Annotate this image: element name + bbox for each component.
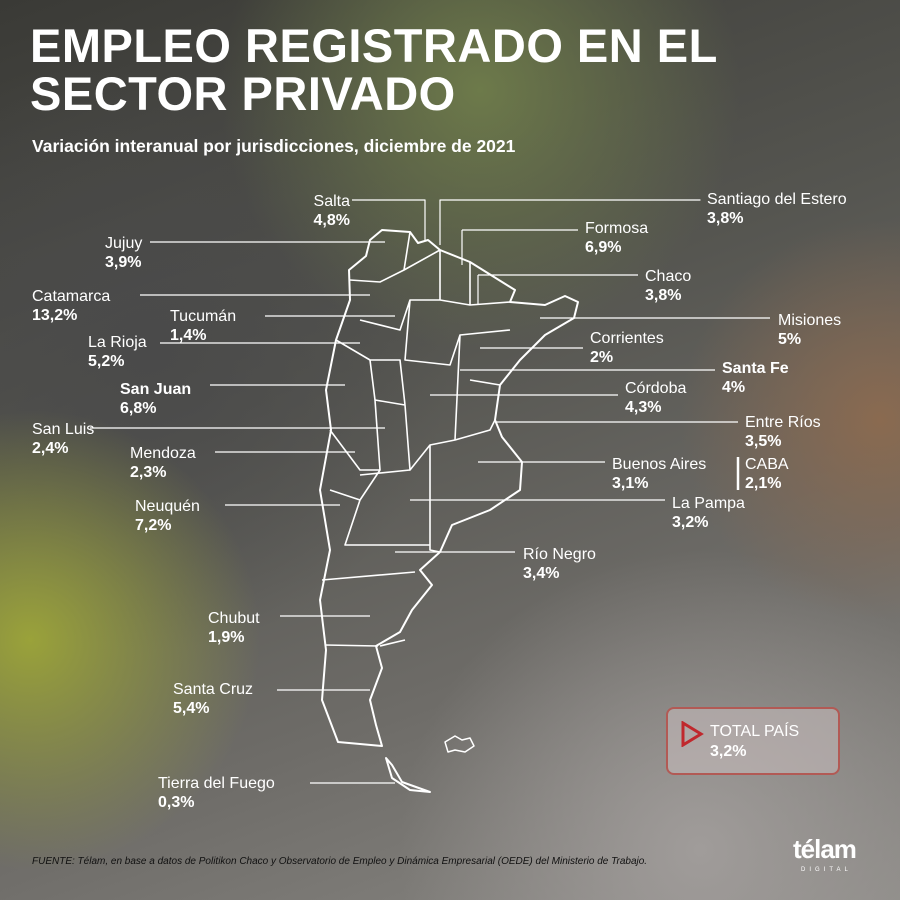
label-neuquen: Neuquén 7,2% [135, 497, 200, 535]
title-line-1: EMPLEO REGISTRADO EN EL [30, 19, 718, 72]
province-value: 2,1% [745, 475, 782, 492]
province-name: Entre Ríos [745, 414, 821, 431]
logo-text: télam [793, 834, 857, 864]
label-la-pampa: La Pampa 3,2% [672, 494, 745, 532]
label-jujuy: Jujuy 3,9% [105, 234, 142, 272]
province-value: 3,9% [105, 254, 142, 271]
total-value: 3,2% [710, 743, 747, 760]
province-value: 3,8% [645, 287, 682, 304]
play-triangle-icon [681, 721, 704, 747]
label-mendoza: Mendoza 2,3% [130, 444, 196, 482]
page-title: EMPLEO REGISTRADO EN EL SECTOR PRIVADO [30, 22, 718, 118]
province-name: Buenos Aires [612, 456, 707, 473]
province-value: 7,2% [135, 517, 172, 534]
province-value: 3,1% [612, 475, 649, 492]
province-name: Corrientes [590, 330, 664, 347]
label-santa-cruz: Santa Cruz 5,4% [173, 680, 253, 718]
province-value: 0,3% [158, 794, 195, 811]
telam-logo: télam DIGITAL [793, 836, 883, 878]
province-name: Santa Fe [722, 360, 789, 377]
province-name: La Rioja [88, 334, 147, 351]
malvinas [444, 735, 475, 753]
province-value: 5,2% [88, 353, 125, 370]
province-borders [321, 231, 511, 647]
label-la-rioja: La Rioja 5,2% [88, 333, 147, 371]
total-pais-box: TOTAL PAÍS 3,2% [666, 707, 840, 775]
province-value: 5% [778, 331, 802, 348]
province-value: 3,2% [672, 514, 709, 531]
province-name: Tierra del Fuego [158, 775, 275, 792]
province-name: Catamarca [32, 288, 111, 305]
country-outline [319, 229, 579, 747]
label-tierra-del-fuego: Tierra del Fuego 0,3% [158, 774, 275, 812]
logo-subtext: DIGITAL [801, 867, 852, 873]
tierra-del-fuego [385, 757, 431, 793]
province-name: Córdoba [625, 380, 687, 397]
province-name: Tucumán [170, 308, 237, 325]
label-formosa: Formosa 6,9% [585, 219, 648, 257]
label-chaco: Chaco 3,8% [645, 267, 691, 305]
province-name: Río Negro [523, 546, 596, 563]
leader-lines [90, 199, 770, 784]
province-name: Santa Cruz [173, 681, 254, 698]
province-value: 2% [590, 349, 614, 366]
label-san-juan: San Juan 6,8% [120, 380, 191, 418]
source-note: FUENTE: Télam, en base a datos de Politi… [32, 856, 648, 867]
province-name: Chaco [645, 268, 692, 285]
province-name: Jujuy [105, 235, 143, 252]
province-value: 6,9% [585, 239, 622, 256]
province-value: 3,4% [523, 565, 560, 582]
province-value: 1,4% [170, 327, 207, 344]
label-tucuman: Tucumán 1,4% [170, 307, 236, 345]
province-name: Neuquén [135, 498, 200, 515]
province-value: 1,9% [208, 629, 245, 646]
label-entre-rios: Entre Ríos 3,5% [745, 413, 821, 451]
province-value: 4% [722, 379, 746, 396]
province-value: 3,8% [707, 210, 744, 227]
label-buenos-aires: Buenos Aires 3,1% [612, 455, 706, 493]
province-name: Santiago del Estero [707, 191, 847, 208]
label-rio-negro: Río Negro 3,4% [523, 545, 596, 583]
label-santiago-del-estero: Santiago del Estero 3,8% [707, 190, 847, 228]
label-cordoba: Córdoba 4,3% [625, 379, 686, 417]
label-catamarca: Catamarca 13,2% [32, 287, 110, 325]
subtitle: Variación interanual por jurisdicciones,… [32, 136, 516, 156]
label-san-luis: San Luis 2,4% [32, 420, 94, 458]
province-name: Salta [313, 193, 350, 210]
label-santa-fe: Santa Fe 4% [722, 359, 789, 397]
total-label: TOTAL PAÍS [710, 723, 800, 740]
province-value: 4,8% [313, 212, 350, 229]
province-name: Chubut [208, 610, 260, 627]
province-value: 3,5% [745, 433, 782, 450]
province-name: CABA [745, 456, 789, 473]
province-value: 4,3% [625, 399, 662, 416]
province-name: Mendoza [130, 445, 196, 462]
province-value: 5,4% [173, 700, 210, 717]
province-value: 2,3% [130, 464, 167, 481]
province-name: San Juan [120, 381, 192, 398]
province-name: San Luis [32, 421, 95, 438]
province-value: 13,2% [32, 307, 78, 324]
label-corrientes: Corrientes 2% [590, 329, 664, 367]
province-value: 2,4% [32, 440, 69, 457]
province-name: La Pampa [672, 495, 745, 512]
province-name: Formosa [585, 220, 649, 237]
label-chubut: Chubut 1,9% [208, 609, 260, 647]
label-misiones: Misiones 5% [778, 311, 841, 349]
title-line-2: SECTOR PRIVADO [30, 67, 456, 120]
label-caba: CABA 2,1% [745, 455, 789, 493]
province-value: 6,8% [120, 400, 157, 417]
province-name: Misiones [778, 312, 842, 329]
label-salta: Salta 4,8% [314, 192, 350, 230]
